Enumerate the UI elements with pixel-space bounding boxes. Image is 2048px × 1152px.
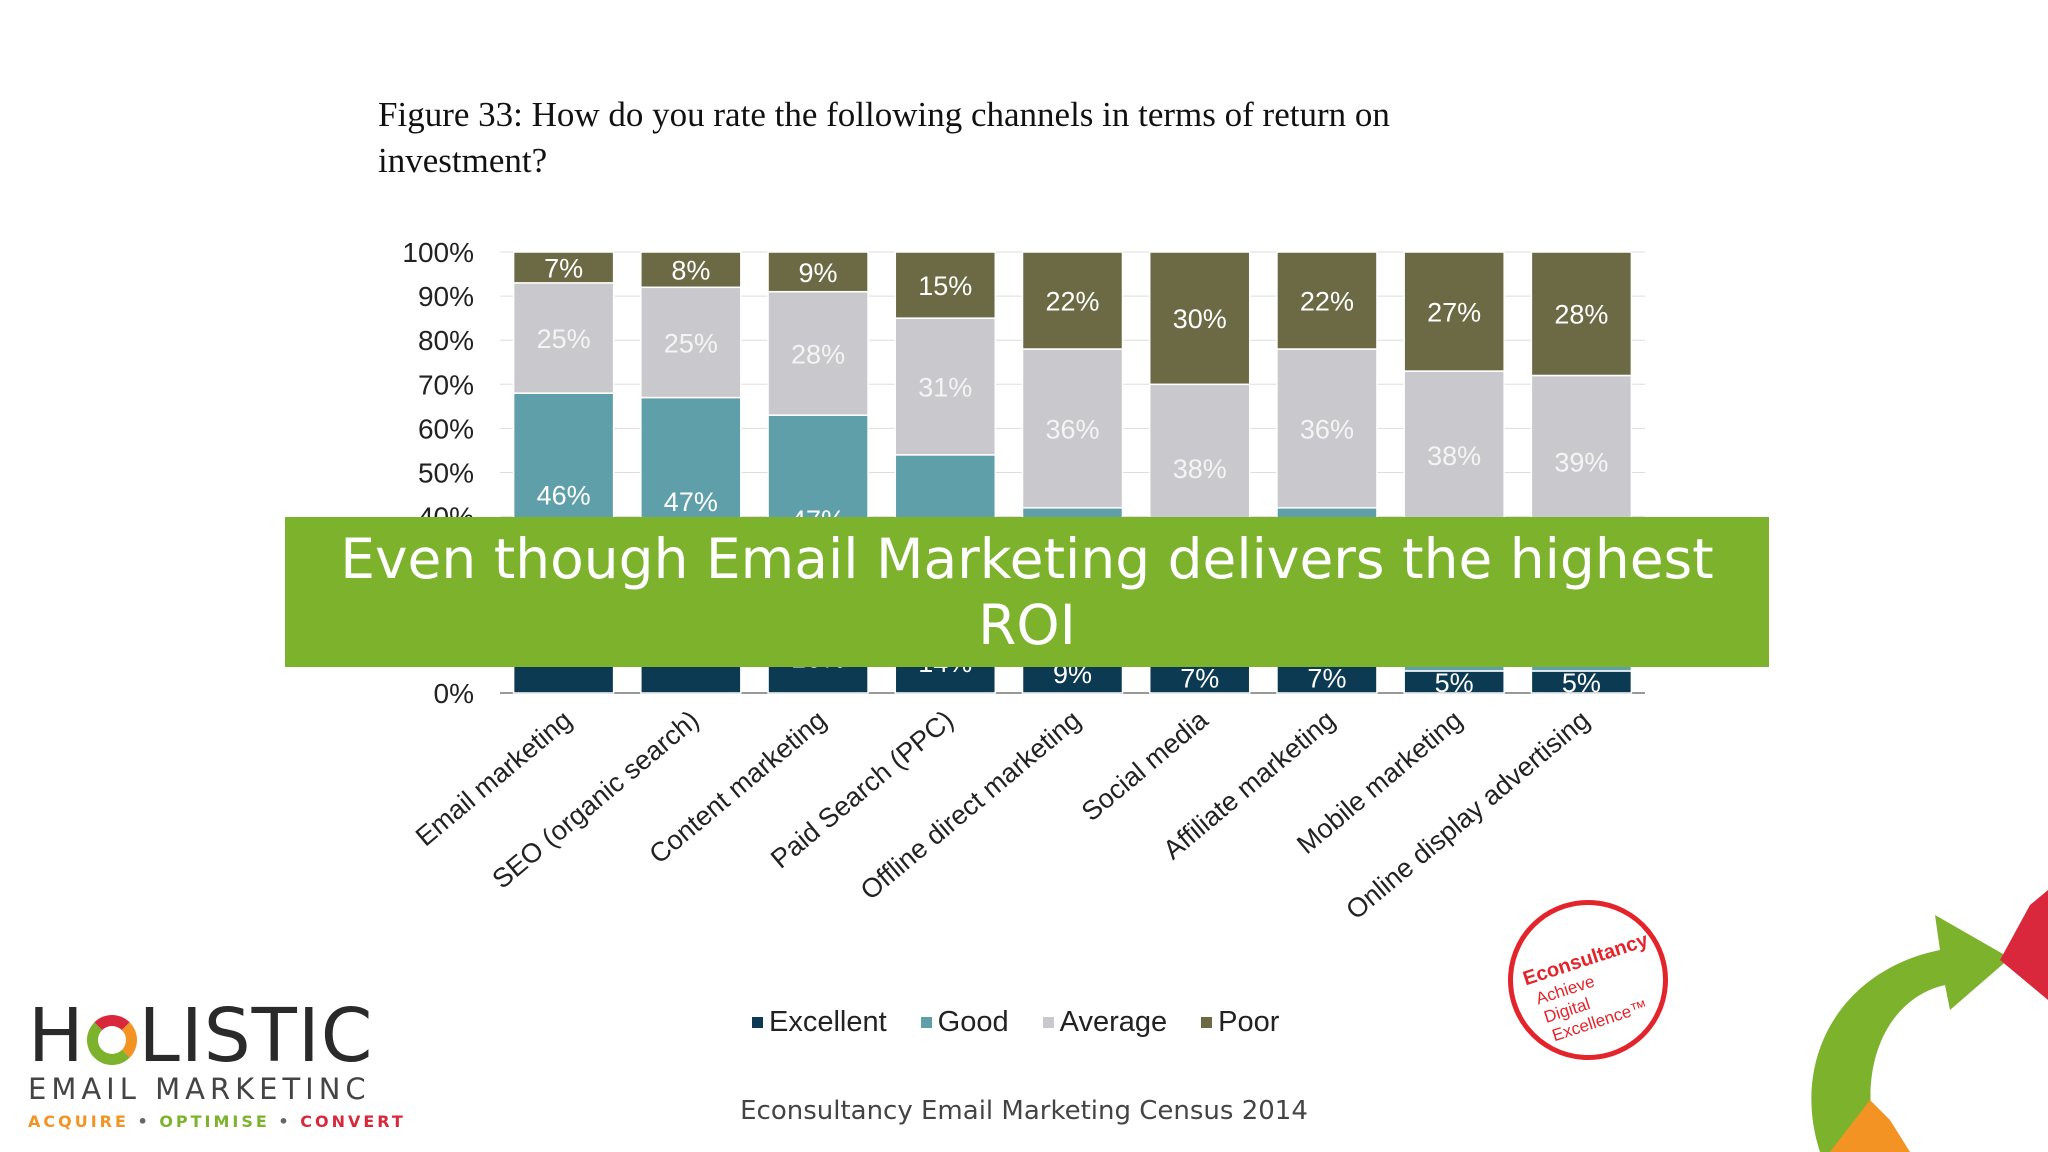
bar-segment-poor (894, 251, 997, 319)
legend-item-average: Average (1042, 1006, 1168, 1039)
data-label: 9% (799, 258, 838, 288)
figure-title-line-1: Figure 33: How do you rate the following… (378, 95, 1390, 134)
data-label: 15% (918, 271, 972, 301)
logo-subtitle: EMAIL MARKETINC (28, 1072, 371, 1106)
legend-label-excellent: Excellent (769, 1006, 887, 1038)
data-label: 36% (1045, 414, 1099, 444)
logo-wordmark: H LISTIC (28, 996, 373, 1076)
bar-segment-average (512, 282, 615, 394)
data-label: 5% (1562, 668, 1601, 698)
bar-segment-average (1276, 348, 1378, 509)
data-label: 22% (1045, 287, 1099, 317)
data-label: 27% (1427, 298, 1481, 328)
data-label: 25% (537, 324, 591, 354)
legend-swatch-good (920, 1017, 932, 1028)
bar-segment-poor (640, 251, 742, 289)
data-label: 7% (544, 253, 583, 283)
logo-wordmark-rest: LISTIC (138, 993, 374, 1079)
x-category-label: Social media (1076, 704, 1214, 827)
bar-segment-excellent (1276, 661, 1378, 694)
legend-item-poor: Poor (1201, 1006, 1279, 1039)
bar-segment-poor (1403, 251, 1505, 372)
legend-label-good: Good (937, 1006, 1009, 1038)
data-label: 7% (1307, 664, 1346, 694)
x-category-label: Offline direct marketing (855, 705, 1087, 906)
legend-item-good: Good (920, 1006, 1009, 1039)
legend-item-excellent: Excellent (752, 1006, 887, 1039)
y-tick-label: 50% (418, 458, 474, 489)
data-label: 8% (671, 256, 710, 286)
legend-swatch-average (1042, 1017, 1054, 1028)
data-label: 38% (1427, 441, 1481, 471)
data-label: 38% (1173, 454, 1227, 484)
y-tick-label: 100% (402, 237, 474, 268)
data-label: 31% (918, 373, 972, 403)
legend-swatch-excellent (752, 1017, 763, 1028)
bar-segment-average (767, 290, 869, 416)
logo-tag-optimise: OPTIMISE (159, 1112, 270, 1131)
footer-source: Econsultancy Email Marketing Census 2014 (740, 1096, 1308, 1126)
y-tick-label: 0% (434, 678, 474, 709)
chart-legend: Excellent Good Average Poor (752, 1006, 1279, 1039)
bar-segment-average (640, 286, 742, 399)
logo-tagline: ACQUIRE • OPTIMISE • CONVERT (28, 1112, 403, 1131)
x-category-label: Online display advertising (1340, 705, 1595, 926)
logo-tag-acquire: ACQUIRE (28, 1112, 129, 1131)
data-label: 36% (1300, 414, 1354, 444)
data-label: 39% (1554, 447, 1608, 477)
data-label: 5% (1435, 668, 1474, 698)
logo-tag-sep-1: • (137, 1112, 151, 1131)
bar-segment-poor (1530, 251, 1633, 377)
data-label: 28% (791, 339, 845, 369)
legend-label-average: Average (1059, 1006, 1168, 1038)
bar-segment-poor (1276, 251, 1378, 350)
y-tick-label: 80% (418, 325, 474, 356)
legend-label-poor: Poor (1218, 1006, 1280, 1038)
y-tick-label: 60% (418, 413, 474, 444)
y-tick-label: 70% (418, 369, 474, 400)
bar-segment-poor (512, 251, 615, 284)
data-label: 46% (537, 481, 591, 511)
x-category-label: SEO (organic search) (487, 705, 705, 895)
logo-ring-icon (86, 1015, 137, 1065)
caption-banner: Even though Email Marketing delivers the… (285, 517, 1769, 667)
logo-tag-convert: CONVERT (300, 1112, 406, 1131)
data-label: 7% (1180, 664, 1219, 694)
data-label: 22% (1300, 287, 1354, 317)
banner-line-2: ROI (978, 593, 1076, 657)
logo-wordmark-h: H (28, 993, 85, 1079)
data-label: 47% (664, 487, 718, 517)
data-label: 25% (664, 328, 718, 358)
figure-title-line-2: investment? (378, 141, 548, 180)
bar-segment-poor (1148, 251, 1251, 386)
legend-swatch-poor (1201, 1017, 1213, 1028)
y-tick-label: 90% (418, 281, 474, 312)
figure-title: Figure 33: How do you rate the following… (378, 92, 1638, 184)
bar-segment-average (1021, 348, 1124, 509)
logo-tag-sep-2: • (278, 1112, 292, 1131)
data-label: 30% (1173, 304, 1227, 334)
holistic-logo: H LISTIC EMAIL MARKETINC ACQUIRE • OPTIMI… (28, 996, 403, 1131)
bar-segment-poor (767, 251, 869, 293)
bar-segment-poor (1021, 251, 1124, 350)
banner-line-1: Even though Email Marketing delivers the… (340, 527, 1714, 591)
data-label: 28% (1554, 300, 1608, 330)
